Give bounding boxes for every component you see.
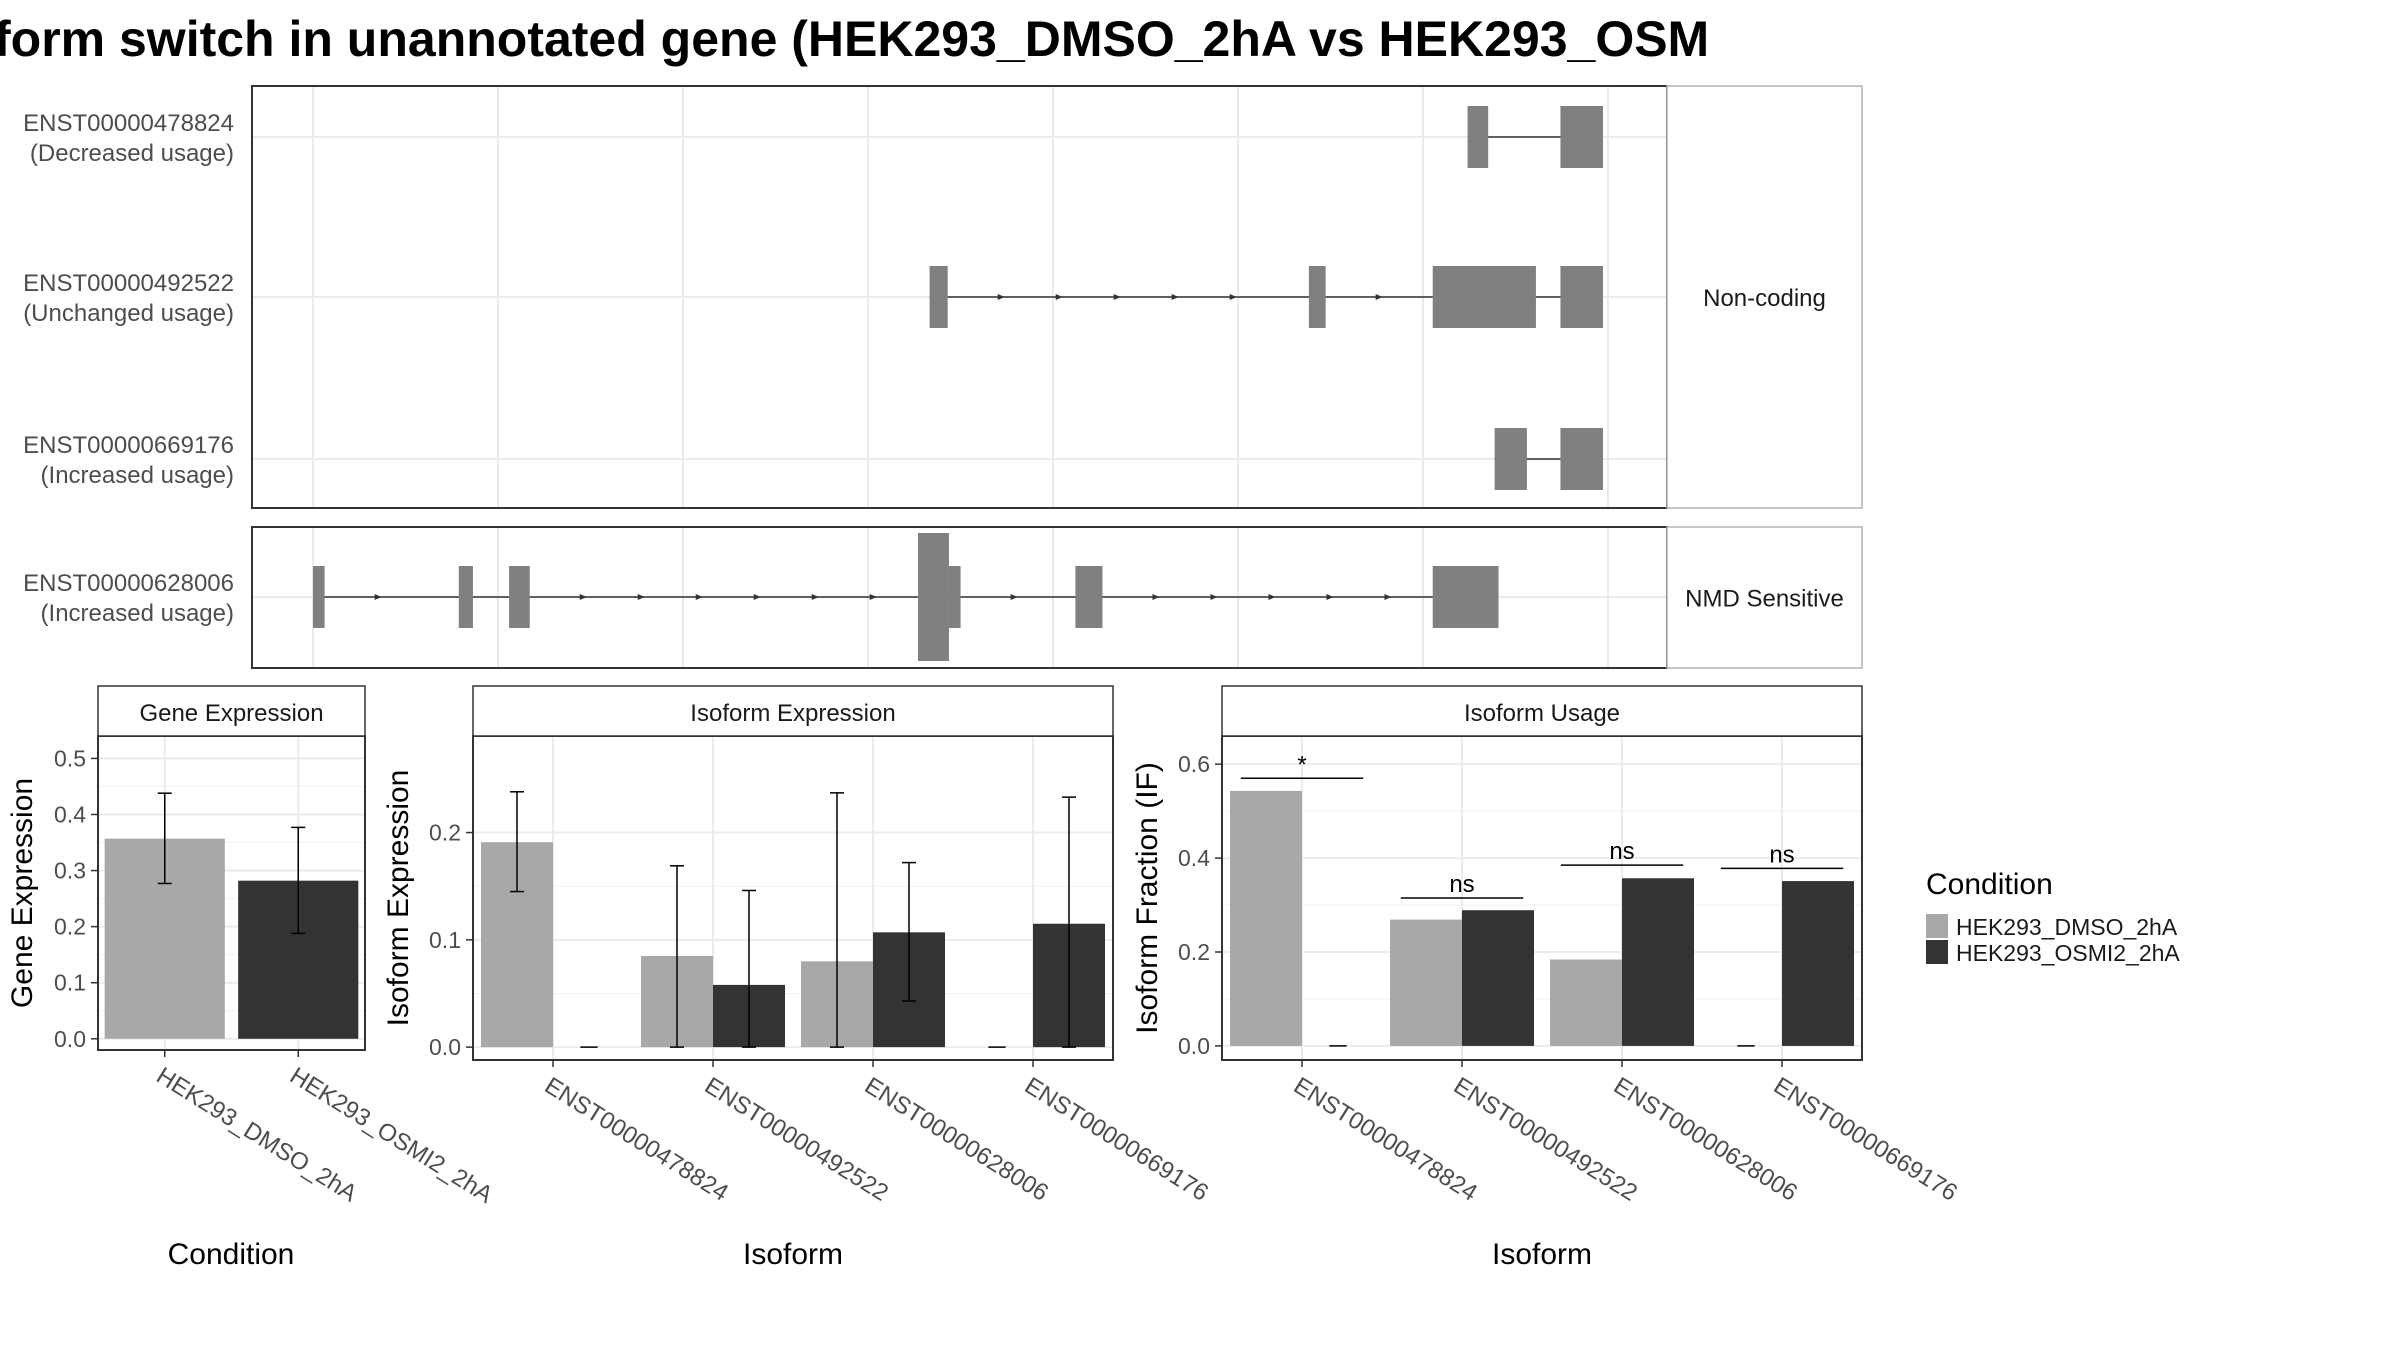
expression-charts: Gene Expression0.00.10.20.30.40.5HEK293_… (6, 685, 1962, 1271)
exon-block (1560, 428, 1603, 490)
x-axis-title: Condition (168, 1238, 295, 1271)
y-tick-label: 0.2 (429, 820, 461, 846)
legend-swatch-dmso (1926, 914, 1948, 938)
significance-label: ns (1609, 838, 1634, 865)
significance-label: ns (1769, 841, 1794, 868)
transcript-id-label: ENST00000492522 (23, 270, 234, 297)
significance-label: * (1297, 751, 1306, 778)
y-axis-title: Gene Expression (6, 778, 39, 1008)
bar (1390, 919, 1462, 1046)
chart-panel-bg (473, 736, 1113, 1060)
facet-strip (1666, 85, 1863, 509)
chart-strip (97, 685, 366, 737)
y-tick-label: 0.0 (429, 1034, 461, 1060)
strand-arrow (1152, 594, 1160, 600)
y-tick-label: 0.6 (1178, 751, 1210, 777)
chart-strip-title: Isoform Expression (690, 700, 895, 727)
bar (1230, 790, 1302, 1046)
strand-arrow (1326, 594, 1334, 600)
transcript-usage-label: (Decreased usage) (30, 140, 234, 167)
exon-block (458, 566, 473, 628)
chart-panel-bg (1222, 736, 1862, 1060)
transcript-id-label: ENST00000478824 (23, 110, 234, 137)
strand-arrow (869, 594, 877, 600)
figure-title: form switch in unannotated gene (HEK293_… (0, 11, 1709, 67)
y-axis-title: Isoform Expression (382, 770, 415, 1027)
legend-swatch-osmi (1926, 940, 1948, 964)
facet-strip (1666, 526, 1863, 669)
bar (1782, 881, 1854, 1046)
strand-arrow (1229, 294, 1237, 300)
exon-block (918, 533, 949, 661)
chart-strip-title: Gene Expression (139, 700, 323, 727)
facet-strip-label: NMD Sensitive (1685, 586, 1844, 613)
strand-arrow (1210, 594, 1218, 600)
chart-strip (472, 685, 1114, 737)
strand-arrow (1375, 294, 1383, 300)
y-tick-label: 0.3 (54, 858, 86, 884)
strand-arrow (1055, 294, 1063, 300)
strand-arrow (695, 594, 703, 600)
strand-arrow (579, 594, 587, 600)
legend: Condition HEK293_DMSO_2hA HEK293_OSMI2_2… (1926, 868, 2180, 966)
facet-strip-label: Non-coding (1703, 285, 1826, 312)
strand-arrow (1384, 594, 1392, 600)
exon-block (1075, 566, 1103, 628)
exon-block (509, 566, 530, 628)
y-tick-label: 0.2 (54, 914, 86, 940)
strand-arrow (811, 594, 819, 600)
strand-arrow (637, 594, 645, 600)
y-tick-label: 0.1 (54, 970, 86, 996)
exon-block (313, 566, 325, 628)
exon-block (929, 266, 948, 328)
bar (1462, 910, 1534, 1046)
exon-block (1467, 106, 1489, 168)
y-tick-label: 0.4 (1178, 845, 1210, 871)
y-tick-label: 0.0 (1178, 1033, 1210, 1059)
legend-label-osmi: HEK293_OSMI2_2hA (1956, 940, 2180, 966)
strand-arrow (1113, 294, 1121, 300)
strand-arrow (753, 594, 761, 600)
legend-label-dmso: HEK293_DMSO_2hA (1956, 914, 2178, 940)
strand-arrow (1268, 594, 1276, 600)
exon-block (1432, 566, 1499, 628)
transcript-usage-label: (Increased usage) (41, 462, 234, 489)
x-axis-title: Isoform (743, 1238, 843, 1271)
strand-arrow (1010, 594, 1018, 600)
strand-arrow (1171, 294, 1179, 300)
legend-title: Condition (1926, 868, 2053, 901)
exon-block (1560, 106, 1603, 168)
y-tick-label: 0.4 (54, 802, 86, 828)
y-tick-label: 0.1 (429, 927, 461, 953)
y-tick-label: 0.2 (1178, 939, 1210, 965)
bar (1622, 878, 1694, 1046)
significance-label: ns (1449, 871, 1474, 898)
y-tick-label: 0.0 (54, 1026, 86, 1052)
strand-arrow (997, 294, 1005, 300)
exon-block (1560, 266, 1603, 328)
transcript-id-label: ENST00000669176 (23, 432, 234, 459)
exon-block (1308, 266, 1326, 328)
transcript-usage-label: (Increased usage) (41, 600, 234, 627)
y-tick-label: 0.5 (54, 745, 86, 771)
exon-block (1432, 266, 1536, 328)
transcript-structure-panel: Non-coding NMD Sensitive ENST00000478824 (D… (23, 85, 1863, 669)
chart-strip-title: Isoform Usage (1464, 700, 1620, 727)
exon-block (948, 566, 961, 628)
exon-block (1494, 428, 1527, 490)
transcript-id-label: ENST00000628006 (23, 570, 234, 597)
bar (1550, 959, 1622, 1046)
y-axis-title: Isoform Fraction (IF) (1131, 762, 1164, 1034)
x-axis-title: Isoform (1492, 1238, 1592, 1271)
transcript-usage-label: (Unchanged usage) (23, 300, 234, 327)
strand-arrow (374, 594, 382, 600)
chart-strip (1221, 685, 1863, 737)
